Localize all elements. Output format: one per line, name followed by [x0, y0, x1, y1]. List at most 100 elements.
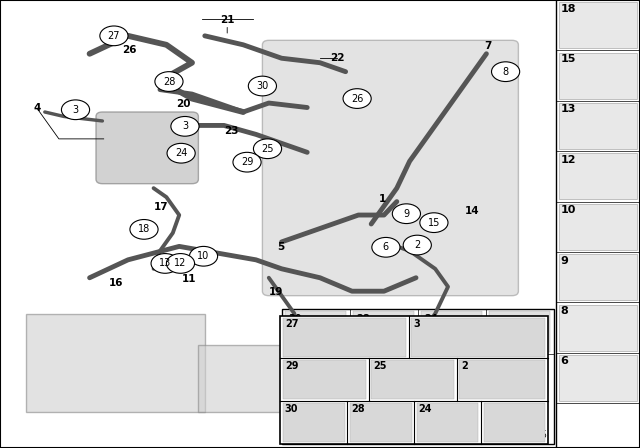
Text: 20: 20	[176, 99, 190, 109]
Text: 5: 5	[276, 242, 284, 252]
Text: 2: 2	[468, 358, 474, 368]
Circle shape	[100, 26, 128, 46]
Bar	[374, 356, 458, 396]
Text: 26: 26	[351, 94, 364, 103]
Text: 19: 19	[269, 287, 284, 297]
Text: 18: 18	[561, 4, 576, 13]
Text: 16: 16	[109, 278, 124, 288]
Text: 10: 10	[561, 205, 576, 215]
Circle shape	[166, 254, 195, 273]
Bar	[349, 403, 412, 442]
Bar	[559, 254, 637, 300]
Bar	[465, 356, 548, 396]
Text: 28: 28	[163, 77, 175, 86]
Text: 15: 15	[561, 54, 576, 64]
Circle shape	[372, 237, 400, 257]
Circle shape	[343, 89, 371, 108]
Circle shape	[61, 100, 90, 120]
Text: 25: 25	[378, 358, 391, 368]
Text: 24: 24	[175, 148, 188, 158]
FancyBboxPatch shape	[262, 40, 518, 296]
Bar	[559, 103, 637, 149]
Text: 13: 13	[561, 104, 576, 114]
Bar	[371, 360, 454, 399]
Bar	[559, 204, 637, 250]
Text: 7: 7	[484, 41, 492, 51]
Text: 27: 27	[288, 403, 301, 413]
Bar	[283, 403, 344, 442]
Bar	[460, 360, 545, 399]
Text: 28: 28	[352, 404, 365, 414]
Text: 3: 3	[182, 121, 188, 131]
Bar	[484, 403, 545, 442]
Bar	[26, 314, 205, 412]
Text: 30: 30	[288, 314, 301, 323]
Text: 3: 3	[378, 403, 385, 413]
Text: 428665: 428665	[510, 430, 547, 440]
Bar	[282, 309, 554, 444]
Text: 28: 28	[356, 314, 370, 323]
Bar	[353, 311, 415, 352]
Text: 25: 25	[261, 144, 274, 154]
Circle shape	[492, 62, 520, 82]
Text: 2: 2	[414, 240, 420, 250]
Text: 3: 3	[413, 319, 420, 328]
Text: 23: 23	[225, 126, 239, 136]
FancyBboxPatch shape	[96, 112, 198, 184]
Text: 29: 29	[288, 358, 301, 368]
Text: 14: 14	[465, 207, 479, 216]
Text: 4: 4	[33, 103, 41, 113]
Text: 27: 27	[285, 319, 298, 328]
Bar	[283, 360, 366, 399]
Bar	[285, 356, 368, 396]
Circle shape	[189, 246, 218, 266]
Text: 8: 8	[502, 67, 509, 77]
Text: 22: 22	[330, 53, 344, 63]
Text: 1: 1	[379, 194, 387, 204]
Text: 12: 12	[174, 258, 187, 268]
Text: 8: 8	[561, 306, 568, 316]
Circle shape	[171, 116, 199, 136]
Text: 9: 9	[403, 209, 410, 219]
Circle shape	[130, 220, 158, 239]
Text: 24: 24	[419, 404, 432, 414]
Text: 6: 6	[561, 357, 568, 366]
Text: 10: 10	[197, 251, 210, 261]
Text: 21: 21	[220, 15, 234, 25]
Circle shape	[403, 235, 431, 255]
Text: 13: 13	[159, 258, 172, 268]
Bar	[559, 53, 637, 99]
Text: 2: 2	[461, 361, 468, 371]
Text: 25: 25	[373, 361, 387, 371]
Bar	[412, 318, 545, 357]
Text: 11: 11	[182, 274, 196, 284]
Text: 29: 29	[241, 157, 253, 167]
Text: 30: 30	[256, 81, 269, 91]
Text: 17: 17	[154, 202, 168, 212]
Text: 3: 3	[72, 105, 79, 115]
Text: 12: 12	[561, 155, 576, 165]
Text: 24: 24	[424, 314, 438, 323]
Bar	[559, 305, 637, 350]
Circle shape	[233, 152, 261, 172]
Text: 6: 6	[383, 242, 389, 252]
Circle shape	[253, 139, 282, 159]
Text: 15: 15	[428, 218, 440, 228]
Bar	[280, 316, 548, 444]
Text: 9: 9	[561, 256, 568, 266]
Circle shape	[392, 204, 420, 224]
Bar	[489, 311, 550, 352]
Bar	[559, 2, 637, 48]
Circle shape	[151, 254, 179, 273]
Text: 18: 18	[138, 224, 150, 234]
Bar	[421, 311, 483, 352]
Text: 30: 30	[285, 404, 298, 414]
Bar	[417, 403, 479, 442]
Bar	[559, 153, 637, 199]
Circle shape	[167, 143, 195, 163]
Circle shape	[155, 72, 183, 91]
Circle shape	[248, 76, 276, 96]
Circle shape	[420, 213, 448, 233]
Bar	[559, 355, 637, 401]
Text: 27: 27	[108, 31, 120, 41]
